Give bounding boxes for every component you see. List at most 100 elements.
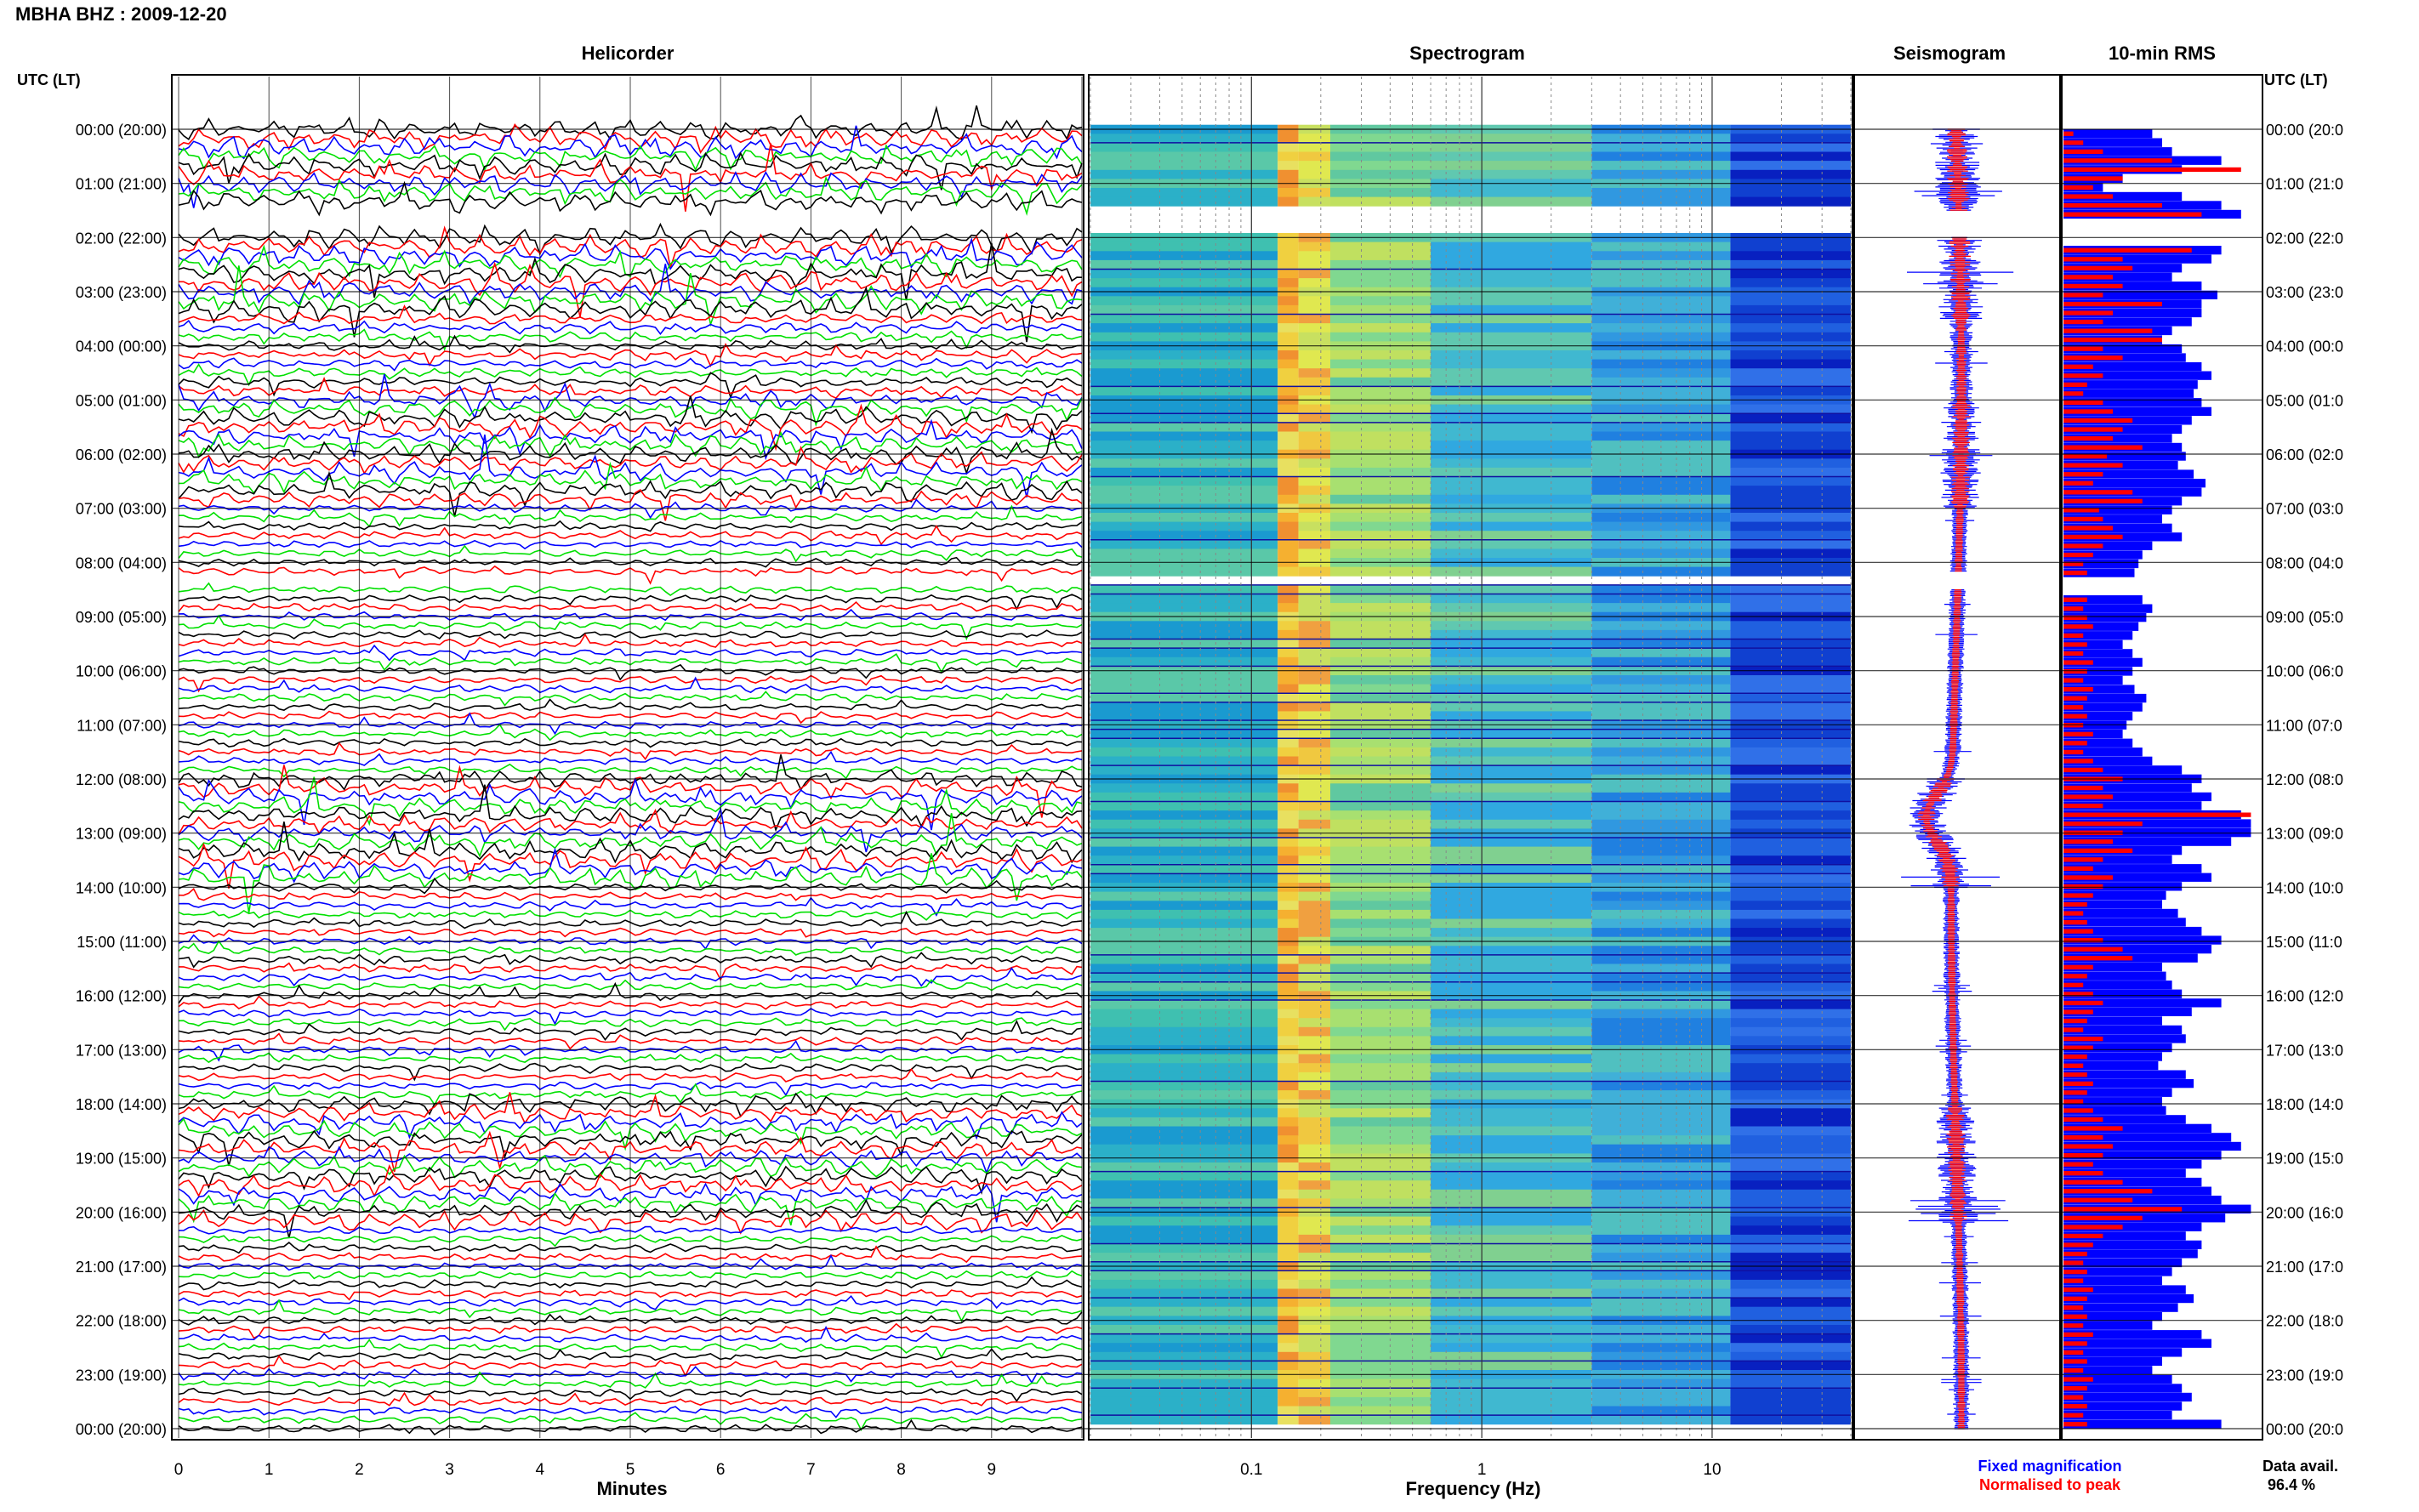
spectrogram-cell — [1431, 901, 1592, 911]
rms-bar-normalised — [2063, 866, 2093, 871]
rms-bar-normalised — [2063, 480, 2093, 486]
rms-bar-fixed — [2063, 1366, 2153, 1375]
spectrogram-cell — [1090, 629, 1278, 639]
spectrogram-cell — [1298, 1171, 1331, 1181]
spectrogram-cell — [1090, 963, 1278, 974]
spectrogram-cell — [1298, 278, 1331, 288]
hour-label-left: 00:00 (20:00) — [76, 1421, 167, 1438]
spectrogram-cell — [1591, 1063, 1731, 1073]
spectrogram-cell — [1090, 648, 1278, 658]
spectrogram-cell — [1330, 756, 1431, 766]
spectrogram-cell — [1330, 873, 1431, 884]
rms-bar-fixed — [2063, 675, 2123, 685]
rms-bar-normalised — [2063, 974, 2087, 979]
spectrogram-cell — [1591, 521, 1731, 531]
spectrogram-cell — [1090, 594, 1278, 604]
spectrogram-cell — [1431, 521, 1592, 531]
rms-bar-normalised — [2063, 1323, 2084, 1328]
spectrogram-cell — [1431, 242, 1592, 252]
spectrogram-cell — [1278, 1225, 1299, 1236]
spectrogram-cell — [1330, 304, 1431, 315]
spectrogram-cell — [1730, 1325, 1851, 1335]
spectrogram-cell — [1298, 981, 1331, 992]
spectrogram-cell — [1278, 1325, 1299, 1335]
rms-bar-normalised — [2063, 696, 2087, 701]
rms-bars — [2063, 129, 2251, 1429]
rms-bar-fixed — [2063, 1034, 2186, 1043]
rms-bar-fixed — [2063, 1168, 2186, 1178]
spectrogram-cell — [1090, 1333, 1278, 1344]
spectrogram-cell — [1298, 711, 1331, 721]
spectrogram-cell — [1730, 864, 1851, 874]
spectrogram-cell — [1591, 431, 1731, 441]
minute-tick-label: 3 — [445, 1461, 454, 1479]
spectrogram-cell — [1090, 855, 1278, 866]
rms-bar-fixed — [2063, 380, 2198, 389]
spectrogram-cell — [1298, 1000, 1331, 1010]
spectrogram-cell — [1278, 838, 1299, 848]
spectrogram-cell — [1730, 1189, 1851, 1199]
spectrogram-cell — [1591, 1189, 1731, 1199]
spectrogram-cell — [1090, 458, 1278, 469]
spectrogram-cell — [1330, 278, 1431, 288]
spectrogram-cell — [1730, 981, 1851, 992]
spectrogram-cell — [1330, 946, 1431, 956]
spectrogram-cell — [1431, 539, 1592, 549]
rms-bar-normalised — [2063, 131, 2074, 136]
spectrogram-cell — [1298, 1225, 1331, 1236]
rms-bar-normalised — [2063, 812, 2251, 817]
rms-bar-normalised — [2063, 1359, 2087, 1364]
hour-label-right: 02:00 (22:0 — [2266, 230, 2343, 247]
spectrogram-cell — [1278, 909, 1299, 919]
spectrogram-cell — [1591, 1117, 1731, 1127]
rms-bar-fixed — [2063, 783, 2192, 793]
spectrogram-cell — [1730, 1361, 1851, 1371]
spectrogram-cell — [1431, 566, 1592, 577]
rms-bar-normalised — [2063, 1197, 2133, 1202]
spectrogram-cell — [1431, 801, 1592, 811]
rms-bar-fixed — [2063, 191, 2183, 202]
hour-label-right: 06:00 (02:0 — [2266, 446, 2343, 463]
rms-bar-normalised — [2063, 1162, 2093, 1167]
spectrogram-cell — [1730, 1343, 1851, 1353]
rms-bar-normalised — [2063, 1126, 2123, 1131]
rms-bar-normalised — [2063, 1063, 2084, 1068]
spectrogram-cell — [1298, 864, 1331, 874]
spectrogram-cell — [1298, 134, 1331, 144]
spectrogram-cell — [1298, 1406, 1331, 1416]
spectrogram-cell — [1090, 1270, 1278, 1281]
spectrogram-cell — [1298, 314, 1331, 324]
spectrogram-cell — [1090, 765, 1278, 776]
hour-label-right: 12:00 (08:0 — [2266, 771, 2343, 788]
spectrogram-cell — [1431, 332, 1592, 342]
rms-bar-fixed — [2063, 1419, 2222, 1429]
spectrogram-cell — [1330, 486, 1431, 496]
spectrogram-cell — [1090, 368, 1278, 378]
spectrogram-cell — [1730, 1117, 1851, 1127]
spectrogram-cell — [1090, 702, 1278, 712]
spectrogram-cell — [1278, 594, 1299, 604]
rms-bar-normalised — [2063, 1395, 2084, 1400]
hour-label-left: 20:00 (16:00) — [76, 1204, 167, 1221]
spectrogram-cell — [1730, 648, 1851, 658]
rms-bar-fixed — [2063, 1141, 2241, 1151]
spectrogram-cell — [1090, 1000, 1278, 1010]
rms-bar-fixed — [2063, 469, 2194, 479]
spectrogram-cell — [1431, 304, 1592, 315]
spectrogram-cell — [1730, 422, 1851, 432]
spectrogram-cell — [1090, 1026, 1278, 1037]
spectrogram-cell — [1431, 1108, 1592, 1118]
spectrogram-cell — [1278, 810, 1299, 821]
spectrogram-cell — [1278, 441, 1299, 451]
rms-bar-fixed — [2063, 1097, 2162, 1106]
spectrogram-cell — [1730, 963, 1851, 974]
rms-bar-fixed — [2063, 1293, 2194, 1304]
rms-bar-normalised — [2063, 1037, 2103, 1042]
rms-bar-fixed — [2063, 1123, 2211, 1133]
spectrogram-cell — [1730, 1306, 1851, 1316]
spectrogram-cell — [1298, 151, 1331, 162]
spectrogram-cell — [1431, 142, 1592, 152]
spectrogram-cell — [1591, 1378, 1731, 1389]
spectrogram-cell — [1090, 386, 1278, 396]
spectrogram-cell — [1730, 413, 1851, 423]
